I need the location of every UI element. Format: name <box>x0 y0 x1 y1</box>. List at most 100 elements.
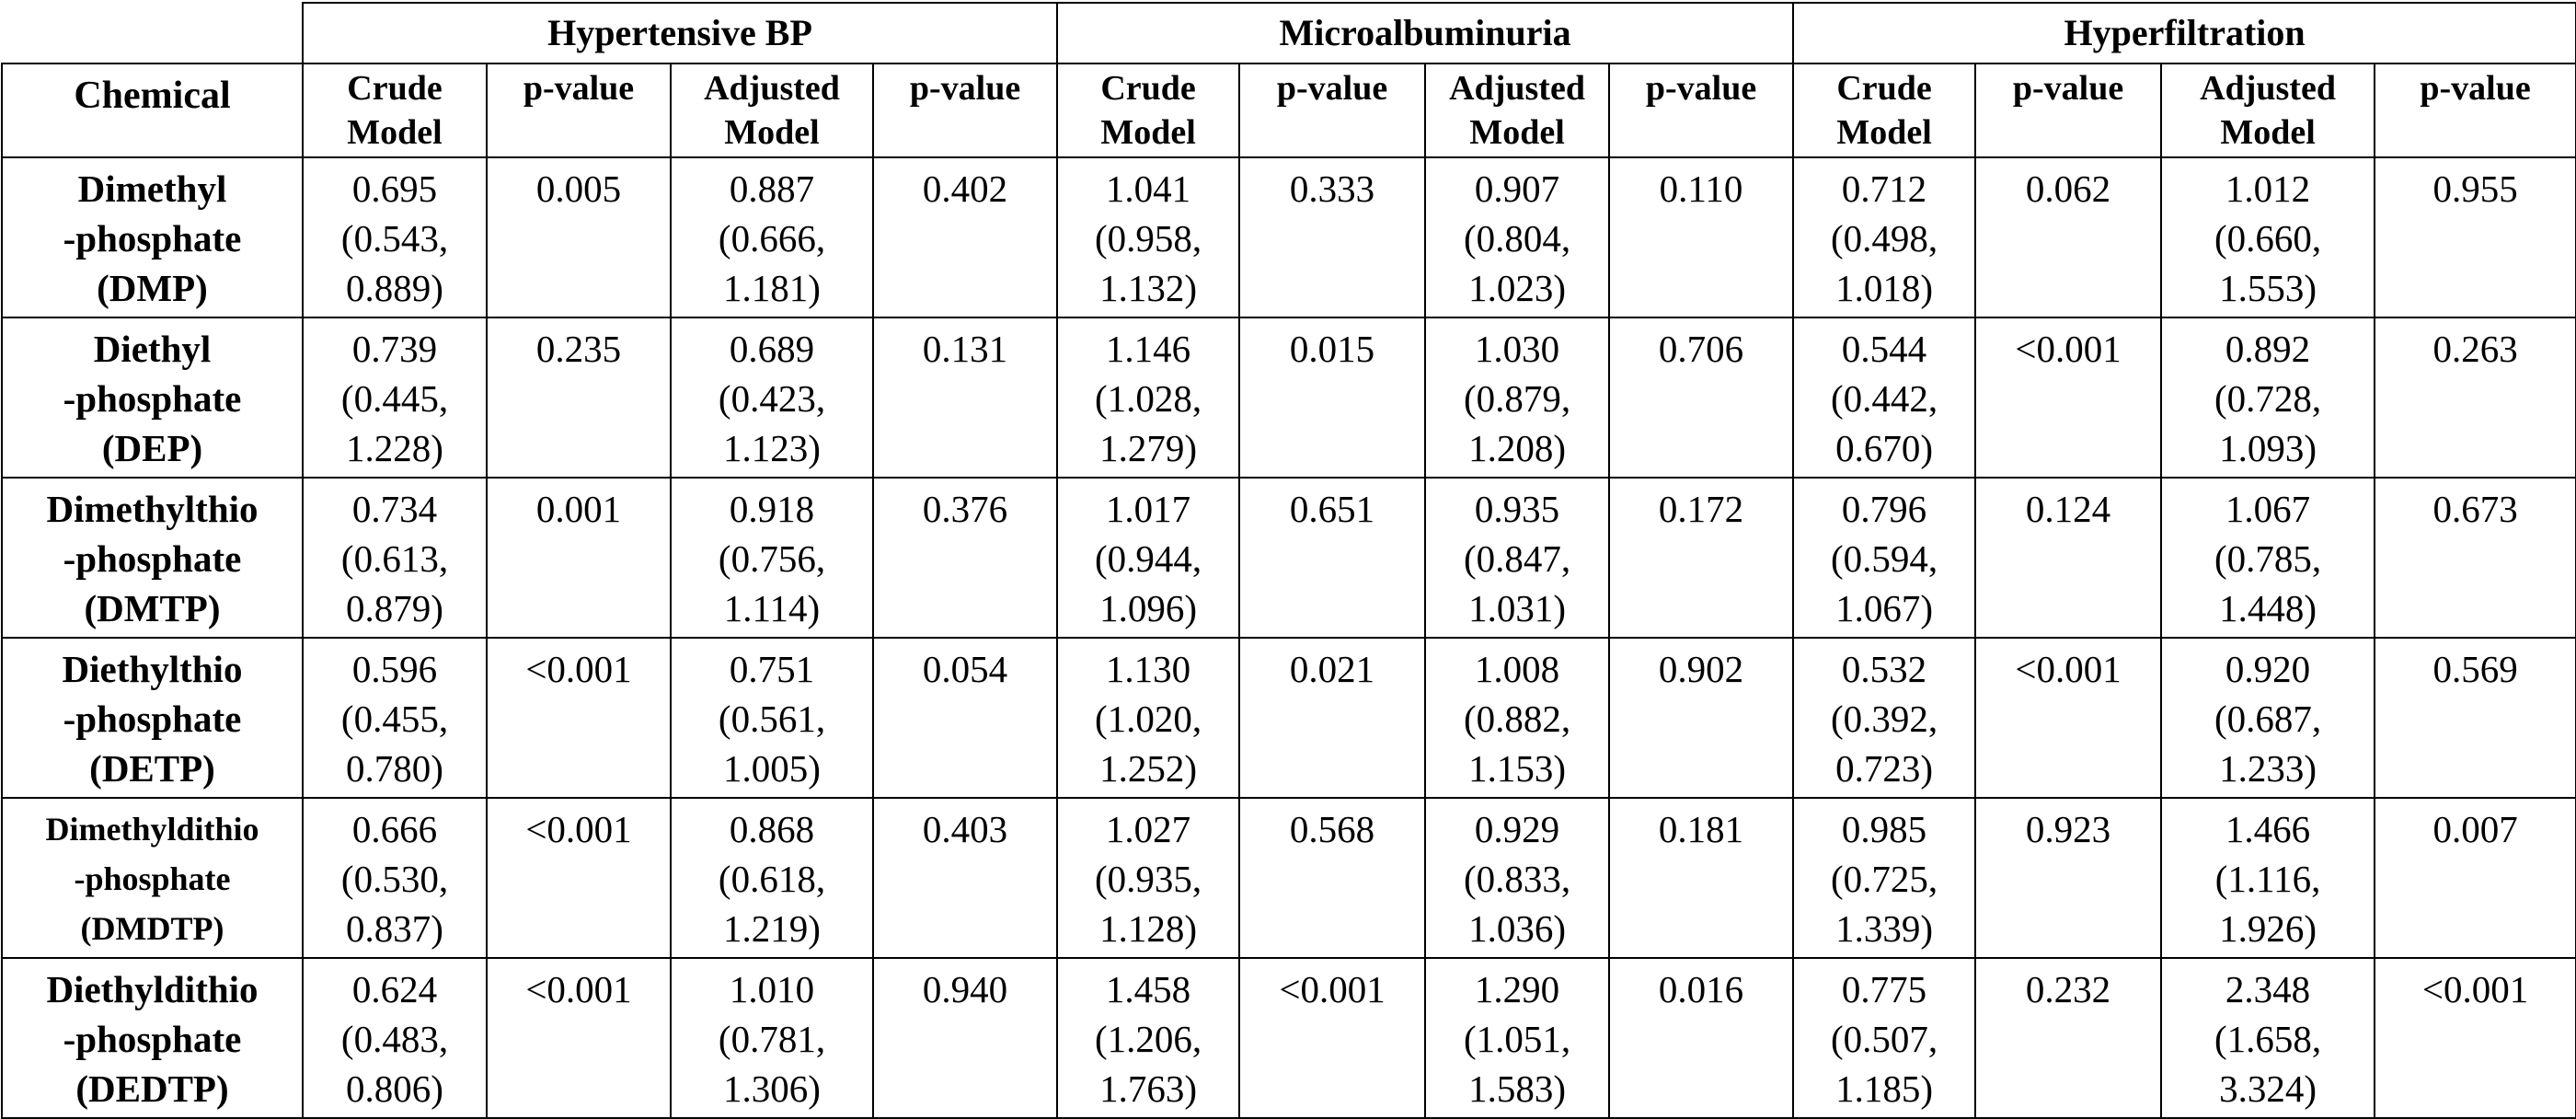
table-row: Diethylthio -phosphate (DETP) 0.596 (0.455, 0… <box>1 637 2576 799</box>
cell-line: 0.887 <box>729 167 815 210</box>
cell-line: 0.021 <box>1289 648 1375 690</box>
estimate-cell: 1.466 (1.116, 1.926) <box>2160 797 2376 959</box>
p-value-cell: <0.001 <box>1974 637 2163 799</box>
cell-line: 0.902 <box>1658 648 1744 690</box>
subheader-11: p-value <box>2374 63 2576 158</box>
p-value-cell: 0.376 <box>871 477 1059 639</box>
cell-line: (1.206, <box>1094 1018 1202 1060</box>
subheader-0: Crude Model <box>302 63 488 158</box>
chemical-name-cell: Dimethyl -phosphate (DMP) <box>1 156 304 318</box>
cell-line: 0.005 <box>535 167 622 210</box>
estimate-cell: 0.929 (0.833, 1.036) <box>1424 797 1611 959</box>
estimate-cell: 0.796 (0.594, 1.067) <box>1792 477 1977 639</box>
cell-line: 0.723) <box>1835 747 1933 790</box>
p-value-cell: <0.001 <box>486 797 672 959</box>
cell-line: 1.219) <box>723 907 821 950</box>
cell-line: 0.402 <box>922 167 1008 210</box>
subheader-row: Chemical Crude Model p-value Adjusted Model p… <box>1 63 2576 158</box>
estimate-cell: 1.146 (1.028, 1.279) <box>1056 317 1241 479</box>
cell-line: Crude <box>1100 69 1196 108</box>
cell-line: (0.442, <box>1830 377 1938 420</box>
cell-line: 0.172 <box>1658 488 1744 530</box>
cell-line: 1.228) <box>346 427 443 469</box>
cell-line: <0.001 <box>2015 328 2122 370</box>
cell-line: 0.940 <box>922 968 1008 1010</box>
cell-line: 0.780) <box>346 747 443 790</box>
estimate-cell: 0.907 (0.804, 1.023) <box>1424 156 1611 318</box>
cell-line: (0.756, <box>718 537 826 580</box>
table-row: Dimethyl -phosphate (DMP) 0.695 (0.543, 0.889… <box>1 156 2576 318</box>
cell-line: (0.561, <box>718 698 826 740</box>
cell-line: 1.185) <box>1835 1067 1933 1110</box>
cell-line: (1.051, <box>1463 1018 1571 1060</box>
p-value-cell: 0.172 <box>1608 477 1795 639</box>
estimate-cell: 1.008 (0.882, 1.153) <box>1424 637 1611 799</box>
cell-line: 0.651 <box>1289 488 1375 530</box>
cell-line: (1.028, <box>1094 377 1202 420</box>
cell-line: (0.660, <box>2214 217 2322 260</box>
estimate-cell: 0.739 (0.445, 1.228) <box>302 317 488 479</box>
group-header-row: Hypertensive BP Microalbuminuria Hyperfi… <box>2 2 2576 64</box>
p-value-cell: 0.923 <box>1974 797 2163 959</box>
cell-line: 1.023) <box>1468 267 1566 309</box>
cell-line: <0.001 <box>2421 968 2529 1010</box>
cell-line: 0.892 <box>2225 328 2311 370</box>
cell-line: p-value <box>1645 69 1757 108</box>
cell-line: (DMP) <box>97 267 208 309</box>
cell-line: 0.985 <box>1841 808 1927 850</box>
estimate-cell: 0.935 (0.847, 1.031) <box>1424 477 1611 639</box>
p-value-cell: 0.062 <box>1974 156 2163 318</box>
cell-line: 0.670) <box>1835 427 1933 469</box>
cell-line: 0.695 <box>351 167 438 210</box>
cell-line: 0.596 <box>351 648 438 690</box>
cell-line: (0.423, <box>718 377 826 420</box>
p-value-cell: <0.001 <box>2374 957 2576 1119</box>
cell-line: (0.445, <box>340 377 449 420</box>
cell-line: <0.001 <box>1279 968 1386 1010</box>
estimate-cell: 0.985 (0.725, 1.339) <box>1792 797 1977 959</box>
cell-line: 1.448) <box>2219 587 2317 629</box>
cell-line: 0.569 <box>2432 648 2518 690</box>
cell-line: (0.687, <box>2214 698 2322 740</box>
cell-line: 0.001 <box>535 488 622 530</box>
cell-line: (0.847, <box>1463 537 1571 580</box>
estimate-cell: 1.017 (0.944, 1.096) <box>1056 477 1241 639</box>
subheader-3: p-value <box>871 63 1059 158</box>
cell-line: (DMTP) <box>84 587 221 629</box>
cell-line: 0.955 <box>2432 167 2518 210</box>
cell-line: 0.712 <box>1841 167 1927 210</box>
cell-line: 1.132) <box>1099 267 1197 309</box>
cell-line: (0.543, <box>340 217 449 260</box>
p-value-cell: 0.955 <box>2374 156 2576 318</box>
cell-line: 0.131 <box>922 328 1008 370</box>
subheader-1: p-value <box>486 63 672 158</box>
p-value-cell: 0.706 <box>1608 317 1795 479</box>
cell-line: Diethylthio <box>62 648 243 690</box>
cell-line: (1.020, <box>1094 698 1202 740</box>
p-value-cell: 0.232 <box>1974 957 2163 1119</box>
cell-line: 1.096) <box>1099 587 1197 629</box>
p-value-cell: <0.001 <box>486 957 672 1119</box>
cell-line: <0.001 <box>525 968 632 1010</box>
cell-line: (0.728, <box>2214 377 2322 420</box>
cell-line: 0.054 <box>922 648 1008 690</box>
cell-line: 1.027 <box>1105 808 1191 850</box>
cell-line: 1.279) <box>1099 427 1197 469</box>
estimate-cell: 0.596 (0.455, 0.780) <box>302 637 488 799</box>
table-row: Diethyldithio -phosphate (DEDTP) 0.624 (0.48… <box>1 957 2576 1119</box>
chemical-name-cell: Diethyldithio -phosphate (DEDTP) <box>1 957 304 1119</box>
p-value-cell: 0.403 <box>871 797 1059 959</box>
group-header-microalbuminuria: Microalbuminuria <box>1056 2 1795 64</box>
cell-line: 1.153) <box>1468 747 1566 790</box>
cell-line: 1.926) <box>2219 907 2317 950</box>
p-value-cell: 0.015 <box>1238 317 1427 479</box>
cell-line: (0.392, <box>1830 698 1938 740</box>
cell-line: (0.507, <box>1830 1018 1938 1060</box>
subheader-7: p-value <box>1608 63 1795 158</box>
subheader-6: Adjusted Model <box>1424 63 1611 158</box>
cell-line: (0.958, <box>1094 217 1202 260</box>
cell-line: 0.734 <box>351 488 438 530</box>
cell-line: 3.324) <box>2219 1067 2317 1110</box>
chemical-column-header: Chemical <box>1 63 304 158</box>
cell-line: (0.483, <box>340 1018 449 1060</box>
